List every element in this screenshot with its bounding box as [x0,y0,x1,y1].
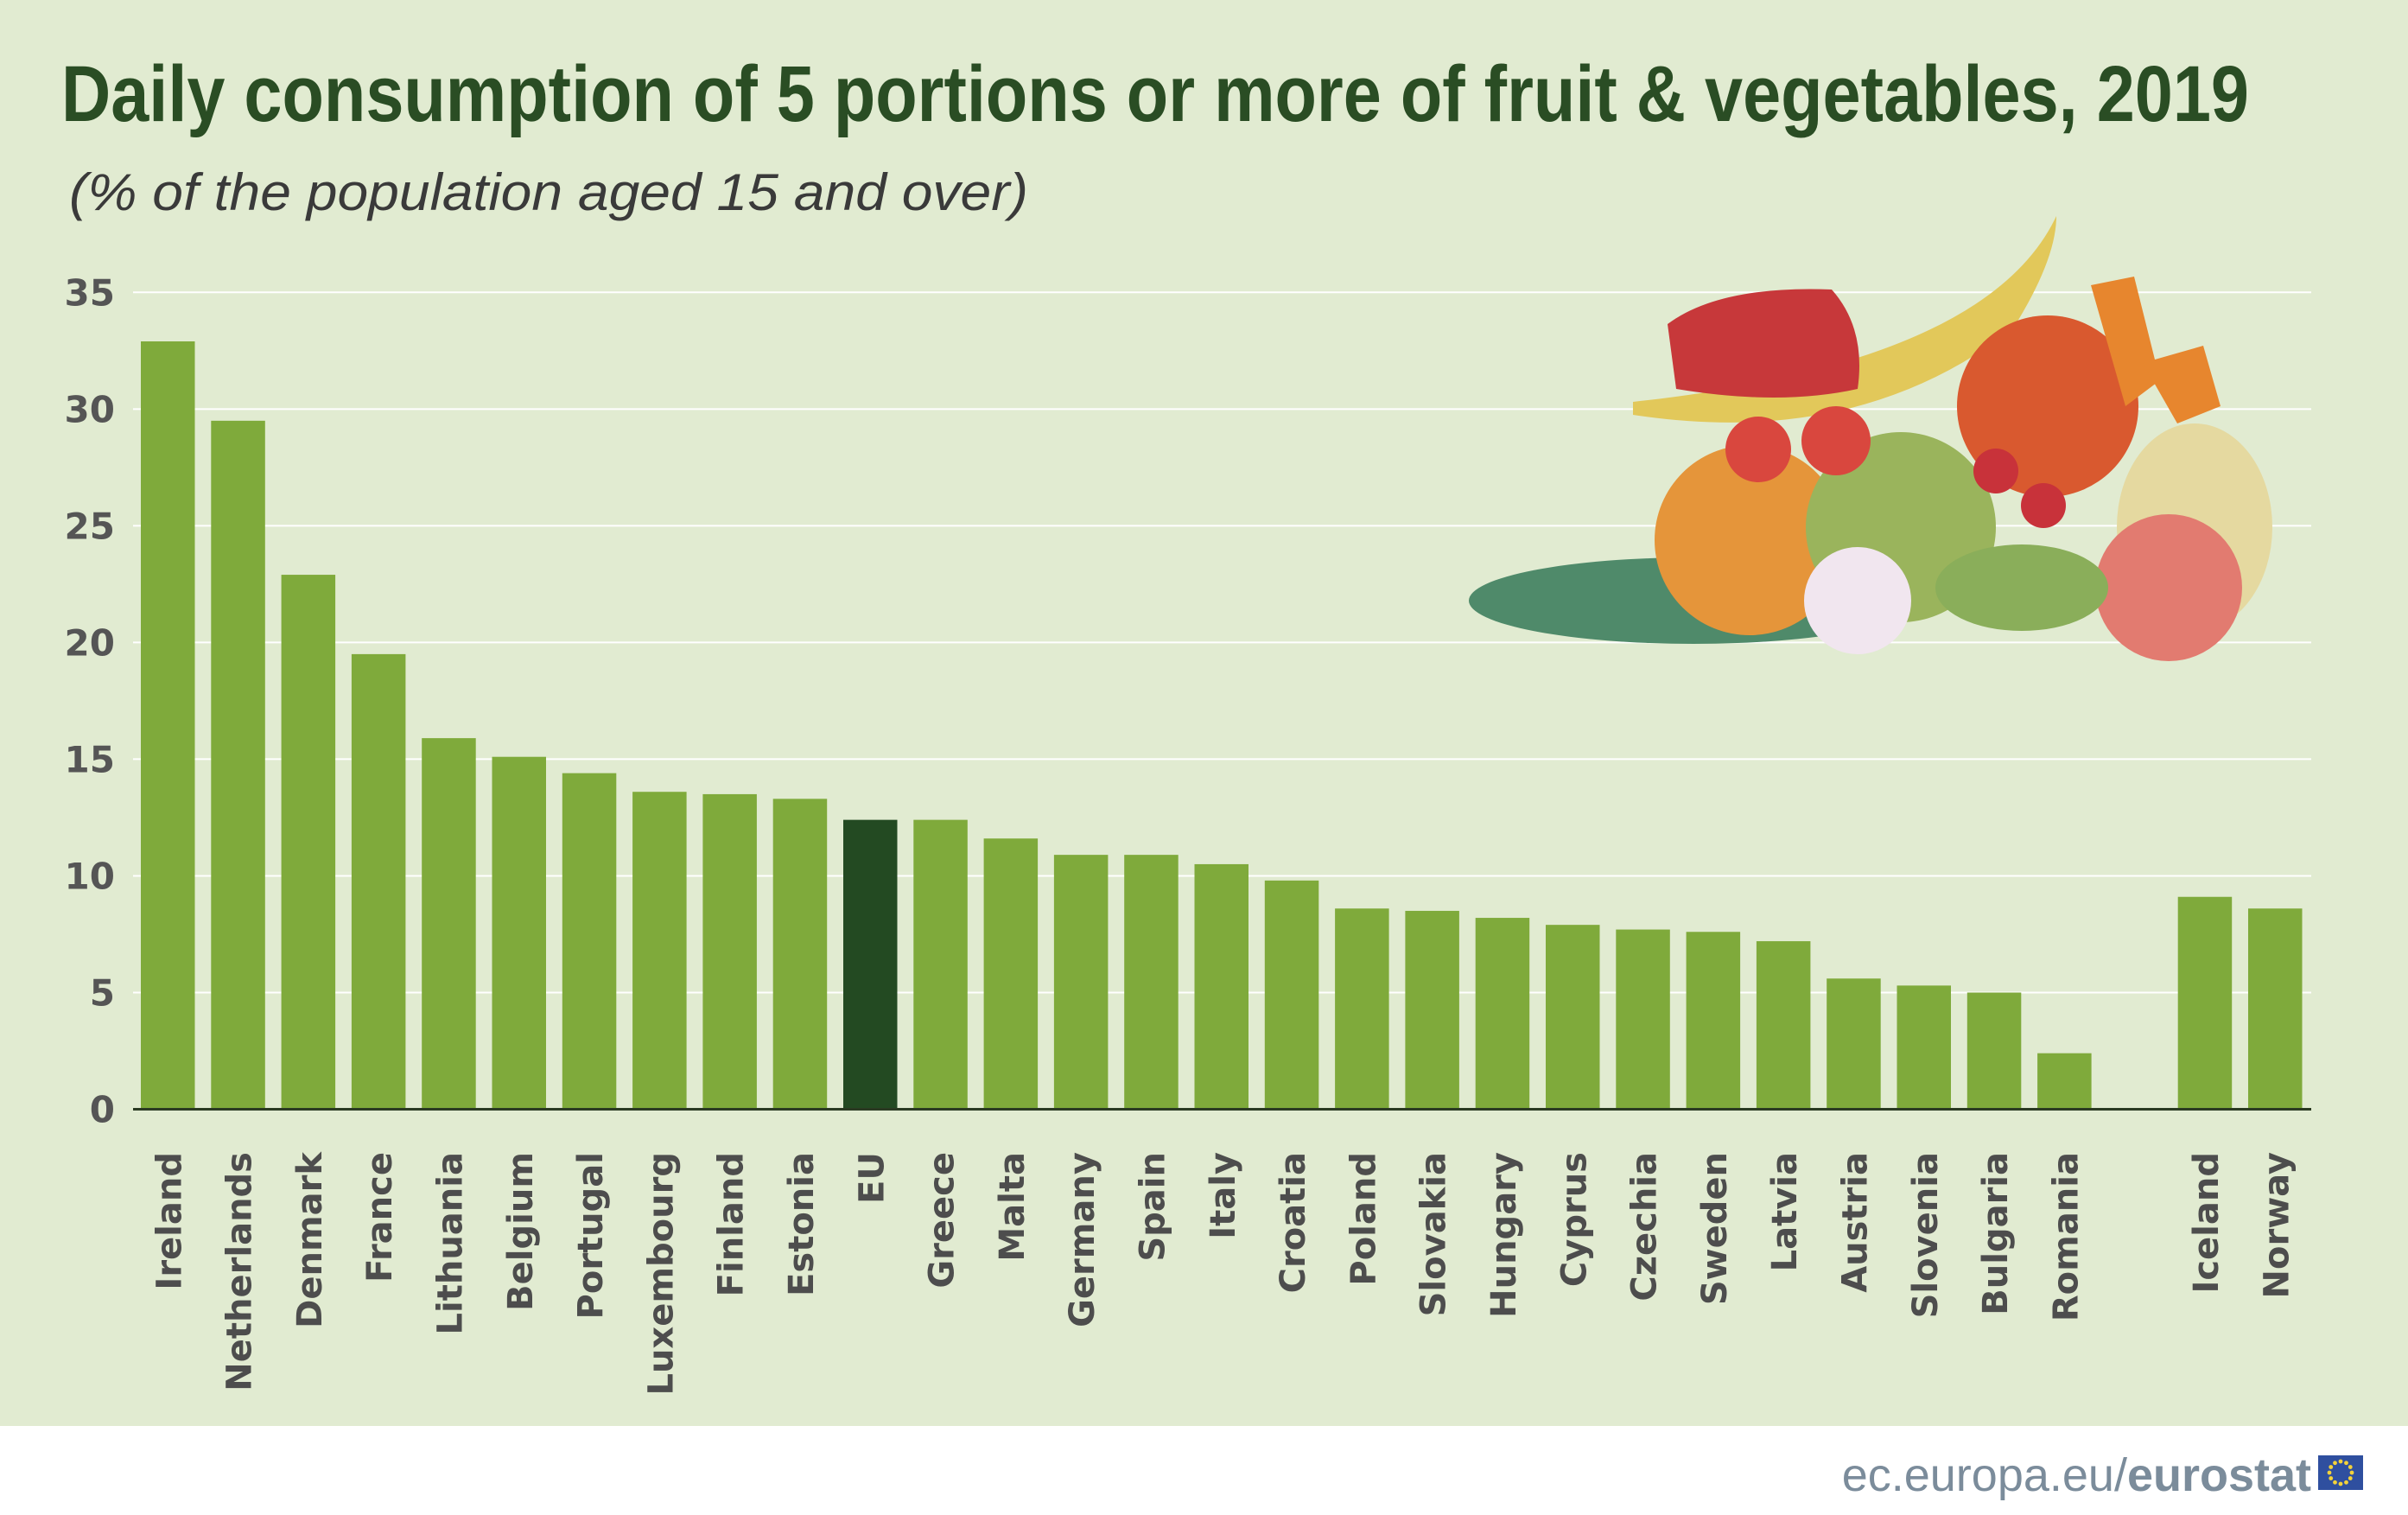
x-tick-label: Portugal [571,1152,611,1319]
x-tick-label: Finland [712,1152,752,1296]
bar-malta [983,838,1039,1110]
x-tick-label: Latvia [1765,1152,1805,1271]
bar-cyprus [1546,925,1600,1110]
y-tick-label: 35 [65,271,115,314]
carrot-icon [2091,277,2160,406]
bars [141,341,2303,1110]
bar-norway [2248,908,2303,1110]
strawberry-icon [1801,406,1871,475]
cherry-icon [1973,449,2018,493]
y-tick-label: 5 [90,971,115,1014]
bar-bulgaria [1966,992,2022,1110]
bar-iceland [2177,896,2233,1110]
bar-lithuania [422,738,476,1110]
x-tick-label: Romania [2046,1152,2086,1321]
x-tick-label: Iceland [2187,1152,2227,1294]
x-tick-label: Bulgaria [1976,1152,2016,1315]
y-tick-label: 0 [90,1089,115,1131]
y-tick-label: 20 [65,621,115,664]
bar-czechia [1616,929,1670,1110]
garlic-icon [1804,547,1911,654]
bar-austria [1827,978,1881,1110]
bar-croatia [1264,880,1319,1110]
bar-netherlands [211,420,265,1110]
footer-site[interactable]: ec.europa.eu/ [1842,1449,2127,1501]
bar-italy [1194,863,1248,1110]
bar-germany [1053,855,1109,1110]
y-tick-label: 25 [65,505,115,547]
x-tick-label: France [360,1152,400,1283]
x-tick-label: Estonia [782,1152,822,1296]
fruit-vegetables-illustration [1469,216,2272,661]
y-axis-ticks: 0 5 10 15 20 25 30 35 [65,271,115,1130]
pepper-icon [1668,289,1859,398]
x-tick-label: Slovakia [1414,1152,1454,1316]
x-tick-label: EU [852,1152,892,1204]
chart-title: Daily consumption of 5 portions or more … [61,50,2249,138]
y-tick-label: 15 [65,738,115,780]
bar-denmark [281,575,336,1110]
x-tick-label: Netherlands [220,1152,260,1391]
x-tick-label: Hungary [1484,1152,1524,1318]
bar-portugal [562,773,617,1110]
bar-greece [913,819,968,1110]
bar-estonia [772,799,828,1110]
bar-ireland [141,341,195,1110]
cherry-icon [2021,483,2066,528]
chart-subtitle: (% of the population aged 15 and over) [69,163,1028,221]
x-axis-labels: Ireland Netherlands Denmark France Lithuania… [149,1151,2297,1396]
y-tick-label: 30 [65,388,115,430]
peach-icon [2095,514,2242,661]
footer-link[interactable]: ec.europa.eu/eurostat [1842,1449,2311,1501]
x-tick-label: Ireland [149,1152,189,1290]
bar-slovenia [1897,985,1951,1110]
x-tick-label: Lithuania [430,1152,470,1334]
y-tick-label: 10 [65,855,115,897]
bar-france [351,653,406,1110]
x-tick-label: Norway [2257,1152,2297,1298]
bar-finland [702,793,757,1110]
x-tick-label: Luxembourg [641,1152,681,1396]
x-tick-label: Malta [993,1152,1032,1262]
x-tick-label: Sweden [1695,1152,1735,1305]
carrot-icon [2143,346,2221,423]
x-tick-label: Austria [1835,1152,1875,1293]
bar-hungary [1475,918,1530,1110]
bar-romania [2037,1053,2092,1110]
bar-poland [1335,908,1389,1110]
x-tick-label: Slovenia [1906,1152,1946,1318]
x-tick-label: Belgium [501,1152,541,1311]
footer: ec.europa.eu/eurostat [0,1426,2408,1515]
footer-brand[interactable]: eurostat [2127,1449,2311,1501]
x-tick-label: Italy [1204,1152,1243,1239]
x-tick-label: Czechia [1625,1152,1665,1302]
x-tick-label: Greece [923,1152,963,1289]
eu-flag-icon [2318,1455,2363,1490]
bar-belgium [492,756,546,1110]
bar-slovakia [1405,910,1459,1110]
bar-sweden [1686,932,1741,1110]
bar-spain [1124,855,1179,1110]
x-tick-label: Croatia [1274,1152,1313,1293]
bar-luxembourg [632,792,687,1110]
strawberry-icon [1725,417,1791,482]
bar-latvia [1756,941,1811,1110]
orange-icon [1655,445,1845,635]
peas-icon [1935,544,2108,631]
x-tick-label: Poland [1344,1152,1383,1286]
x-tick-label: Denmark [290,1151,330,1328]
x-tick-label: Cyprus [1554,1152,1594,1287]
x-tick-label: Spain [1133,1152,1172,1262]
bar-eu [843,819,898,1110]
x-tick-label: Germany [1063,1152,1102,1327]
